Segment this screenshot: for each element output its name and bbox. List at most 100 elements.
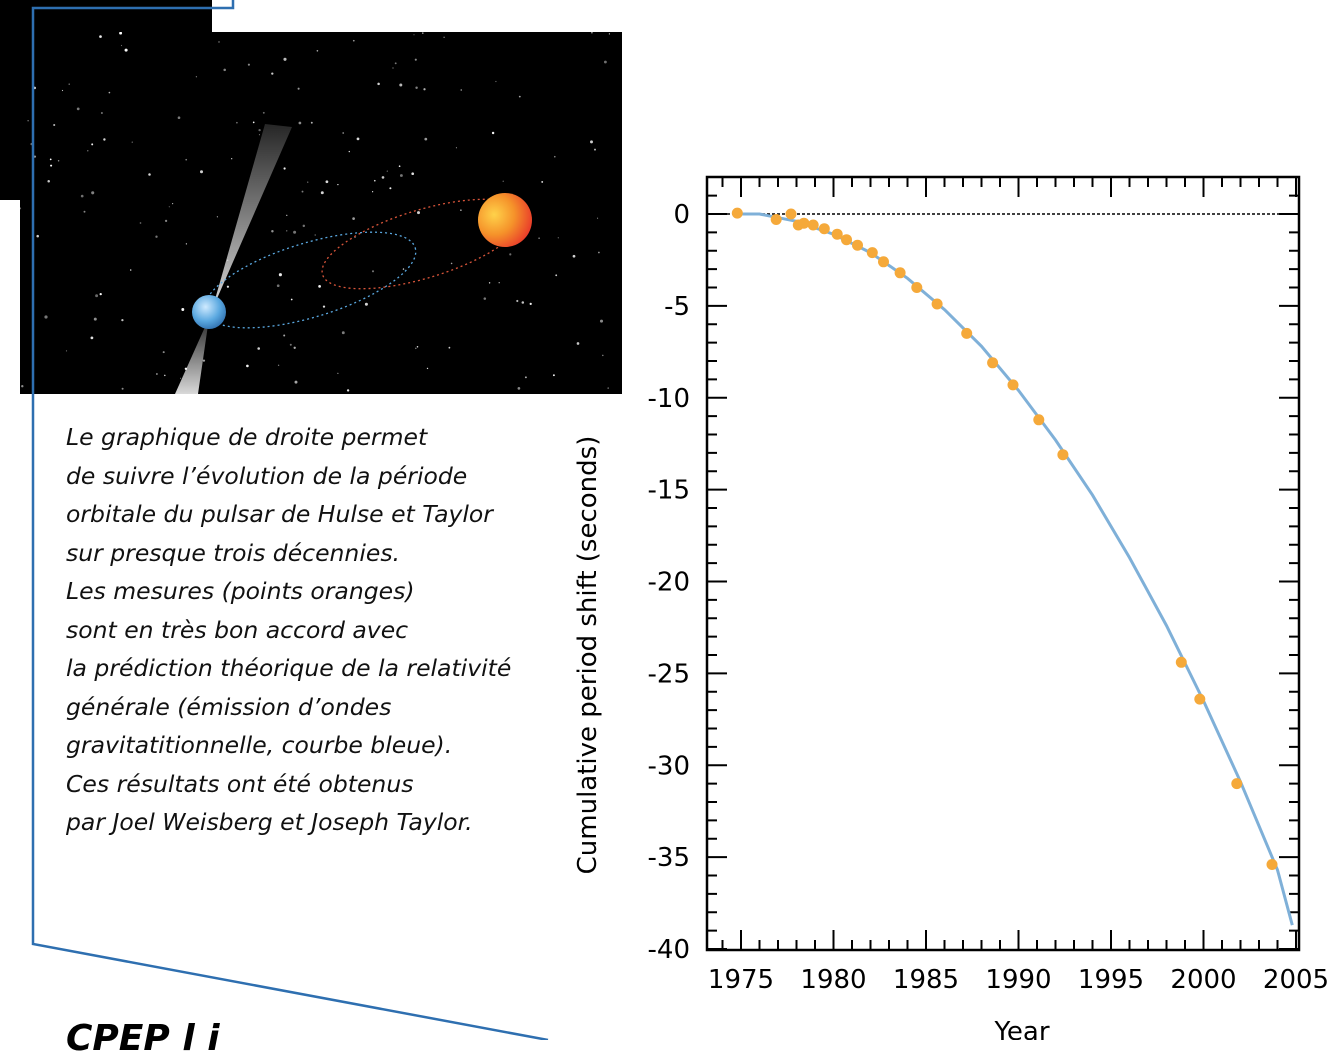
- star: [599, 319, 604, 323]
- star: [47, 179, 50, 183]
- star: [399, 174, 403, 177]
- star: [337, 183, 339, 186]
- star: [460, 89, 462, 91]
- x-tick-label: 1995: [1078, 965, 1144, 995]
- data-point: [1007, 379, 1019, 391]
- star: [202, 359, 206, 362]
- star: [258, 128, 261, 132]
- data-point: [911, 282, 923, 293]
- star: [411, 172, 415, 176]
- star: [278, 273, 282, 277]
- star: [524, 376, 527, 379]
- star: [120, 44, 123, 47]
- data-point: [987, 357, 999, 369]
- star: [301, 190, 304, 193]
- star: [65, 350, 68, 352]
- star: [557, 237, 559, 239]
- star: [283, 334, 286, 337]
- caption-text: Le graphique de droite permet de suivre l…: [66, 418, 546, 842]
- star: [314, 234, 316, 236]
- star: [131, 141, 133, 143]
- starfield: [20, 32, 611, 394]
- star: [364, 302, 368, 306]
- x-tick-label: 2000: [1170, 965, 1236, 995]
- star: [181, 308, 185, 311]
- frame-outline: [31, 0, 549, 1040]
- star: [185, 243, 188, 245]
- y-tick-label: -15: [648, 476, 690, 506]
- star: [594, 148, 596, 151]
- caption-line: de suivre l’évolution de la période: [66, 461, 468, 490]
- data-point: [841, 234, 852, 246]
- y-tick-labels: 0 -5 -10 -15 -20 -25 -30 -35 -40: [648, 200, 690, 965]
- star: [216, 216, 218, 218]
- star: [413, 34, 415, 36]
- star: [91, 143, 94, 146]
- star: [373, 179, 376, 182]
- star: [554, 155, 556, 158]
- star: [389, 187, 392, 190]
- star: [44, 315, 48, 319]
- data-point: [1033, 414, 1045, 426]
- star: [129, 269, 132, 271]
- y-tick-label: -30: [648, 751, 690, 781]
- star: [168, 206, 170, 208]
- star: [316, 49, 319, 52]
- data-point: [878, 256, 889, 268]
- star: [277, 364, 280, 366]
- companion-star: [478, 193, 532, 247]
- star: [87, 150, 89, 152]
- theoretical-curve: [737, 212, 1294, 926]
- data-point: [807, 219, 819, 231]
- star: [103, 138, 106, 141]
- star: [293, 346, 296, 349]
- star: [372, 191, 374, 193]
- star: [252, 121, 255, 124]
- star: [509, 253, 512, 256]
- star: [162, 351, 165, 354]
- star: [57, 159, 60, 162]
- star: [246, 364, 249, 368]
- star: [318, 285, 321, 288]
- caption-line: générale (émission d’ondes: [66, 692, 392, 721]
- data-point: [961, 327, 973, 339]
- star: [415, 347, 417, 350]
- pulsar-beam-lower: [175, 318, 209, 394]
- star: [156, 373, 158, 375]
- star: [491, 131, 495, 135]
- star: [591, 32, 593, 34]
- star: [226, 285, 230, 288]
- star: [483, 297, 487, 300]
- star: [83, 210, 86, 213]
- star: [342, 132, 345, 134]
- star: [307, 181, 309, 183]
- star: [121, 318, 124, 322]
- star: [90, 336, 94, 340]
- star: [258, 134, 260, 136]
- y-axis-title: Cumulative period shift (seconds): [573, 436, 603, 875]
- star: [348, 150, 350, 153]
- star: [602, 354, 604, 357]
- star: [271, 229, 274, 233]
- star: [61, 89, 64, 92]
- star: [99, 292, 102, 296]
- y-tick-label: -10: [648, 384, 690, 414]
- star: [371, 270, 375, 273]
- star: [139, 222, 142, 224]
- star: [121, 387, 124, 390]
- y-tick-label: -35: [648, 843, 690, 873]
- star: [386, 170, 388, 172]
- star: [185, 158, 188, 161]
- star: [53, 123, 56, 127]
- star: [398, 165, 401, 168]
- star: [422, 32, 424, 34]
- star: [218, 41, 220, 43]
- star: [124, 48, 128, 52]
- star: [289, 343, 292, 346]
- star: [460, 209, 462, 211]
- star: [195, 76, 198, 78]
- caption-line: Les mesures (points oranges): [66, 577, 415, 605]
- star: [33, 155, 37, 158]
- y-tick-label: -5: [664, 292, 690, 322]
